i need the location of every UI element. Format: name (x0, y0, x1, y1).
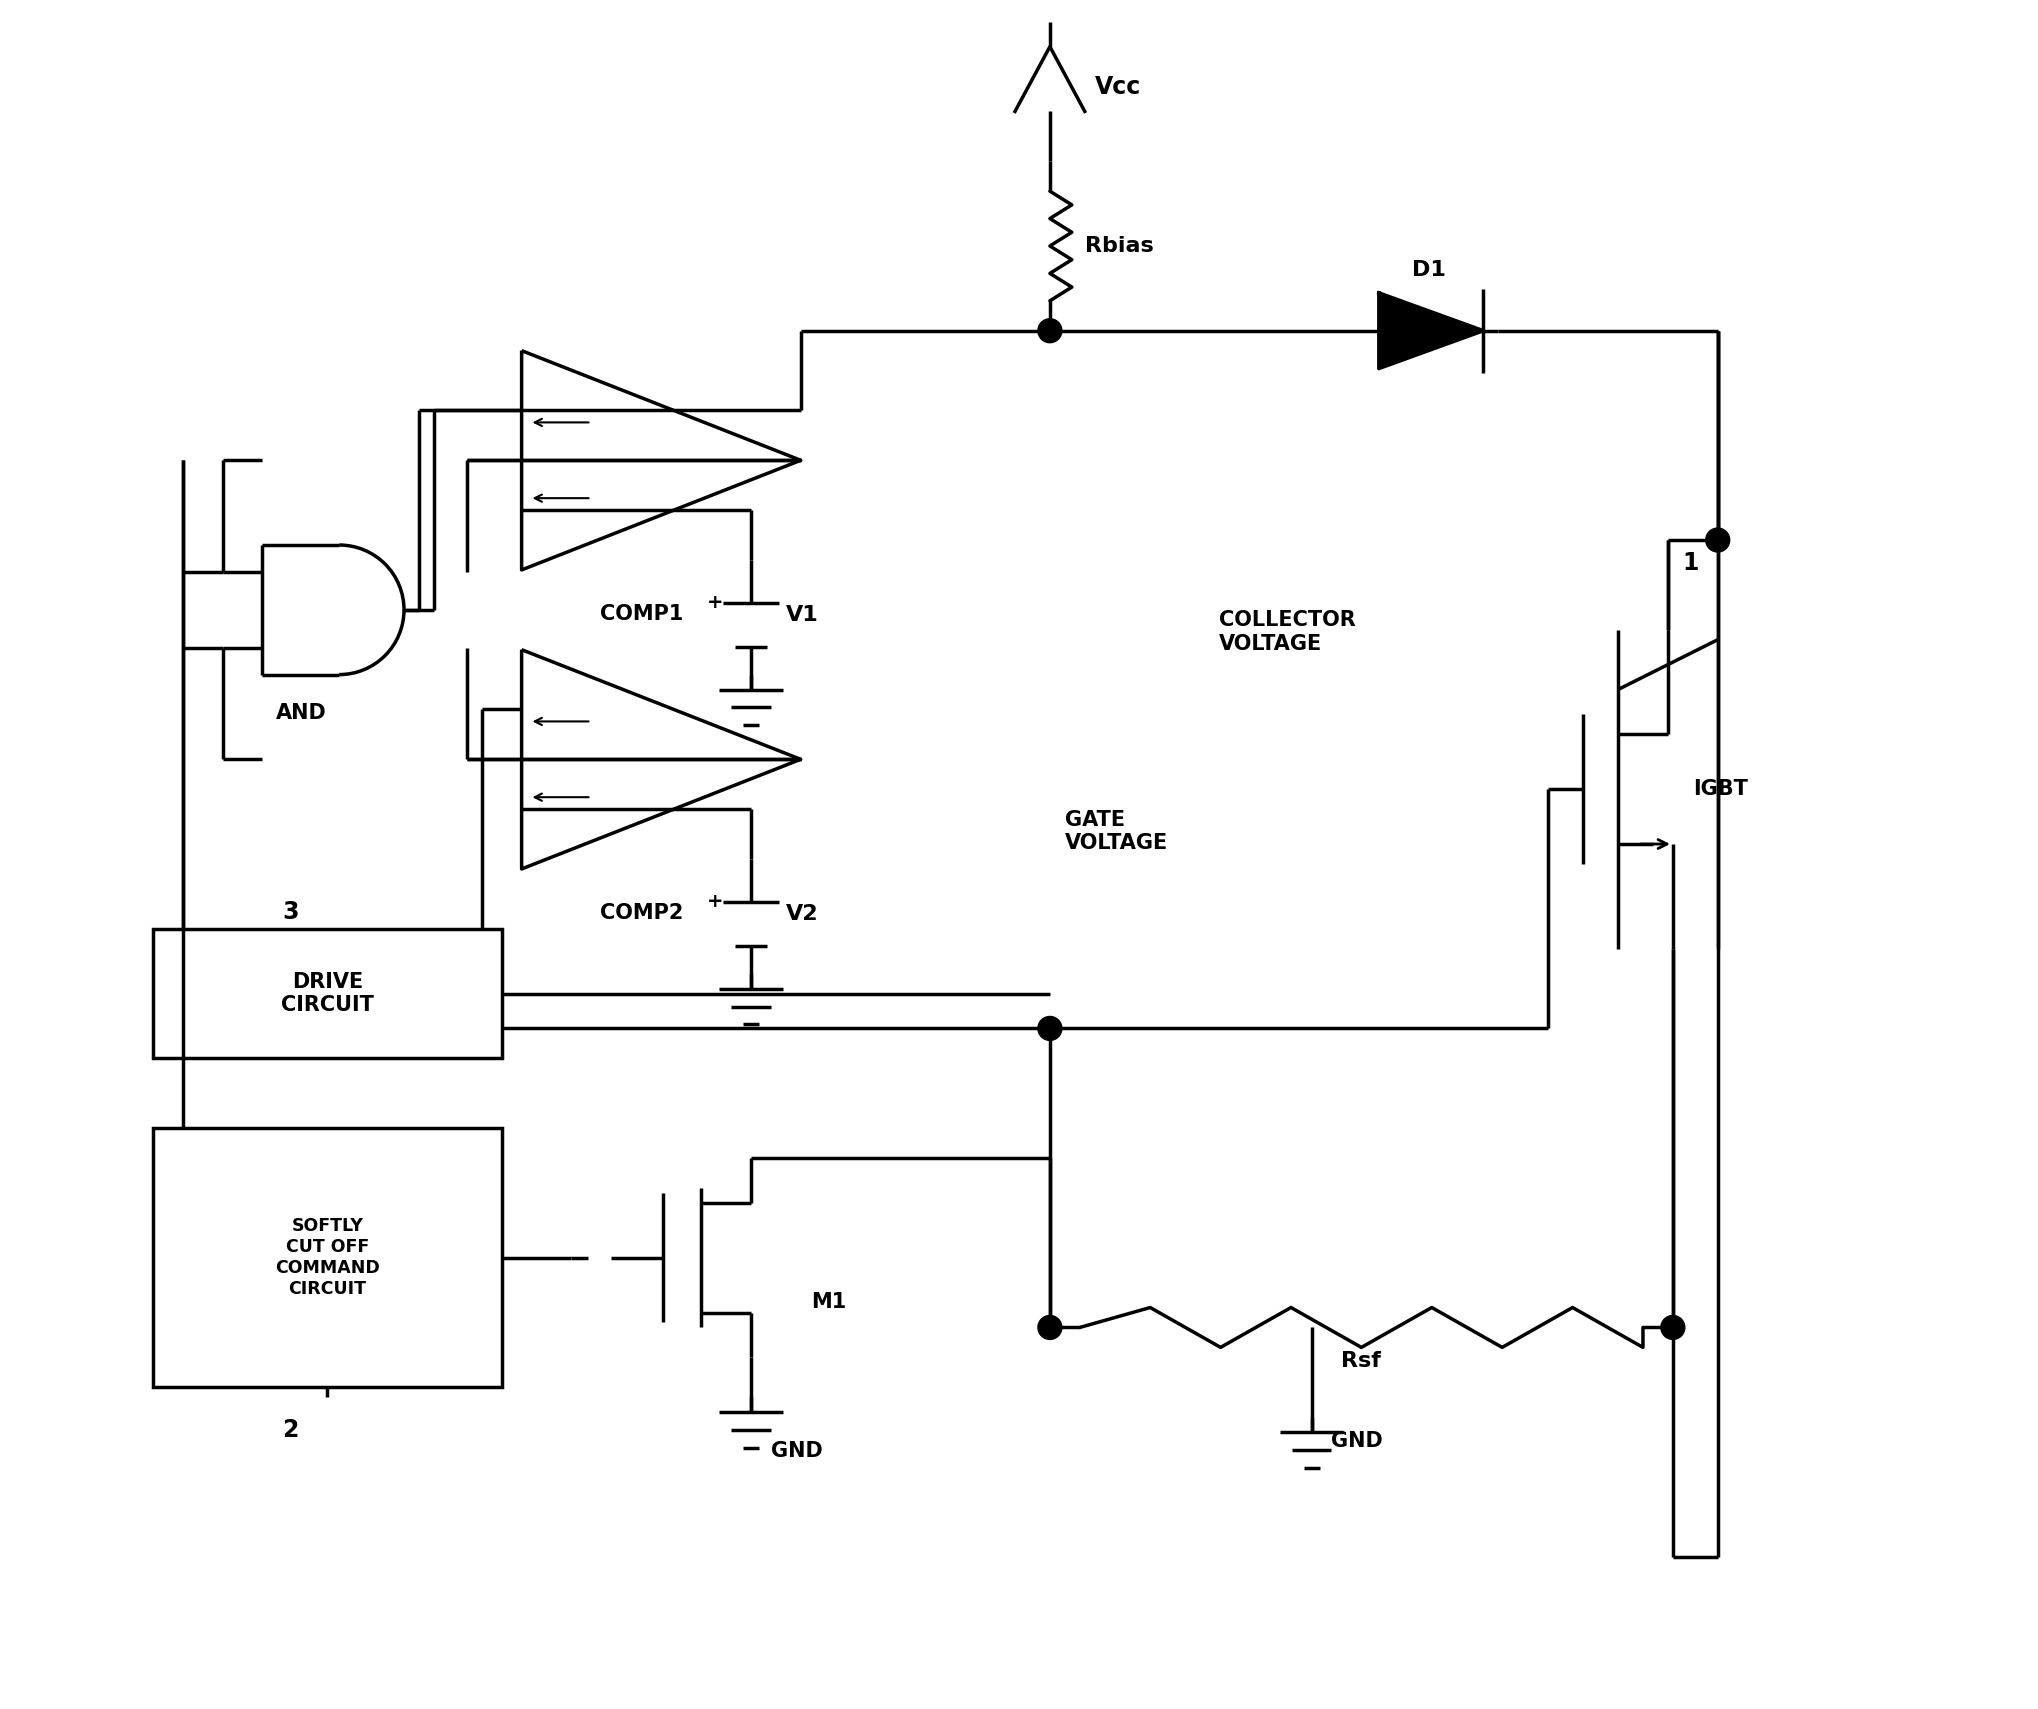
Text: M1: M1 (811, 1292, 846, 1311)
Text: IGBT: IGBT (1694, 779, 1749, 800)
Text: DRIVE
CIRCUIT: DRIVE CIRCUIT (281, 972, 373, 1015)
Text: Rsf: Rsf (1341, 1352, 1382, 1371)
Text: SOFTLY
CUT OFF
COMMAND
CIRCUIT: SOFTLY CUT OFF COMMAND CIRCUIT (275, 1217, 379, 1297)
Text: D1: D1 (1412, 260, 1445, 280)
Text: GND: GND (1331, 1430, 1384, 1451)
Bar (153, 1128, 501, 1388)
Text: +: + (707, 892, 723, 911)
Circle shape (1661, 1316, 1685, 1340)
Circle shape (1037, 1316, 1062, 1340)
Text: COMP1: COMP1 (599, 603, 683, 624)
Text: COMP2: COMP2 (599, 902, 683, 923)
Text: Rbias: Rbias (1084, 236, 1154, 256)
Circle shape (1706, 528, 1730, 552)
Text: Vcc: Vcc (1094, 75, 1141, 99)
Text: +: + (707, 593, 723, 612)
Polygon shape (1380, 292, 1484, 369)
Text: V1: V1 (787, 605, 819, 625)
Text: V2: V2 (787, 904, 819, 925)
Text: 3: 3 (283, 901, 300, 925)
Text: GATE
VOLTAGE: GATE VOLTAGE (1064, 810, 1168, 853)
Text: 2: 2 (283, 1418, 300, 1442)
Text: AND: AND (275, 704, 326, 723)
Circle shape (1037, 320, 1062, 344)
Circle shape (1037, 1017, 1062, 1041)
Text: GND: GND (770, 1441, 823, 1461)
Text: 1: 1 (1683, 550, 1700, 574)
Text: COLLECTOR
VOLTAGE: COLLECTOR VOLTAGE (1219, 610, 1355, 653)
Bar (153, 928, 501, 1058)
